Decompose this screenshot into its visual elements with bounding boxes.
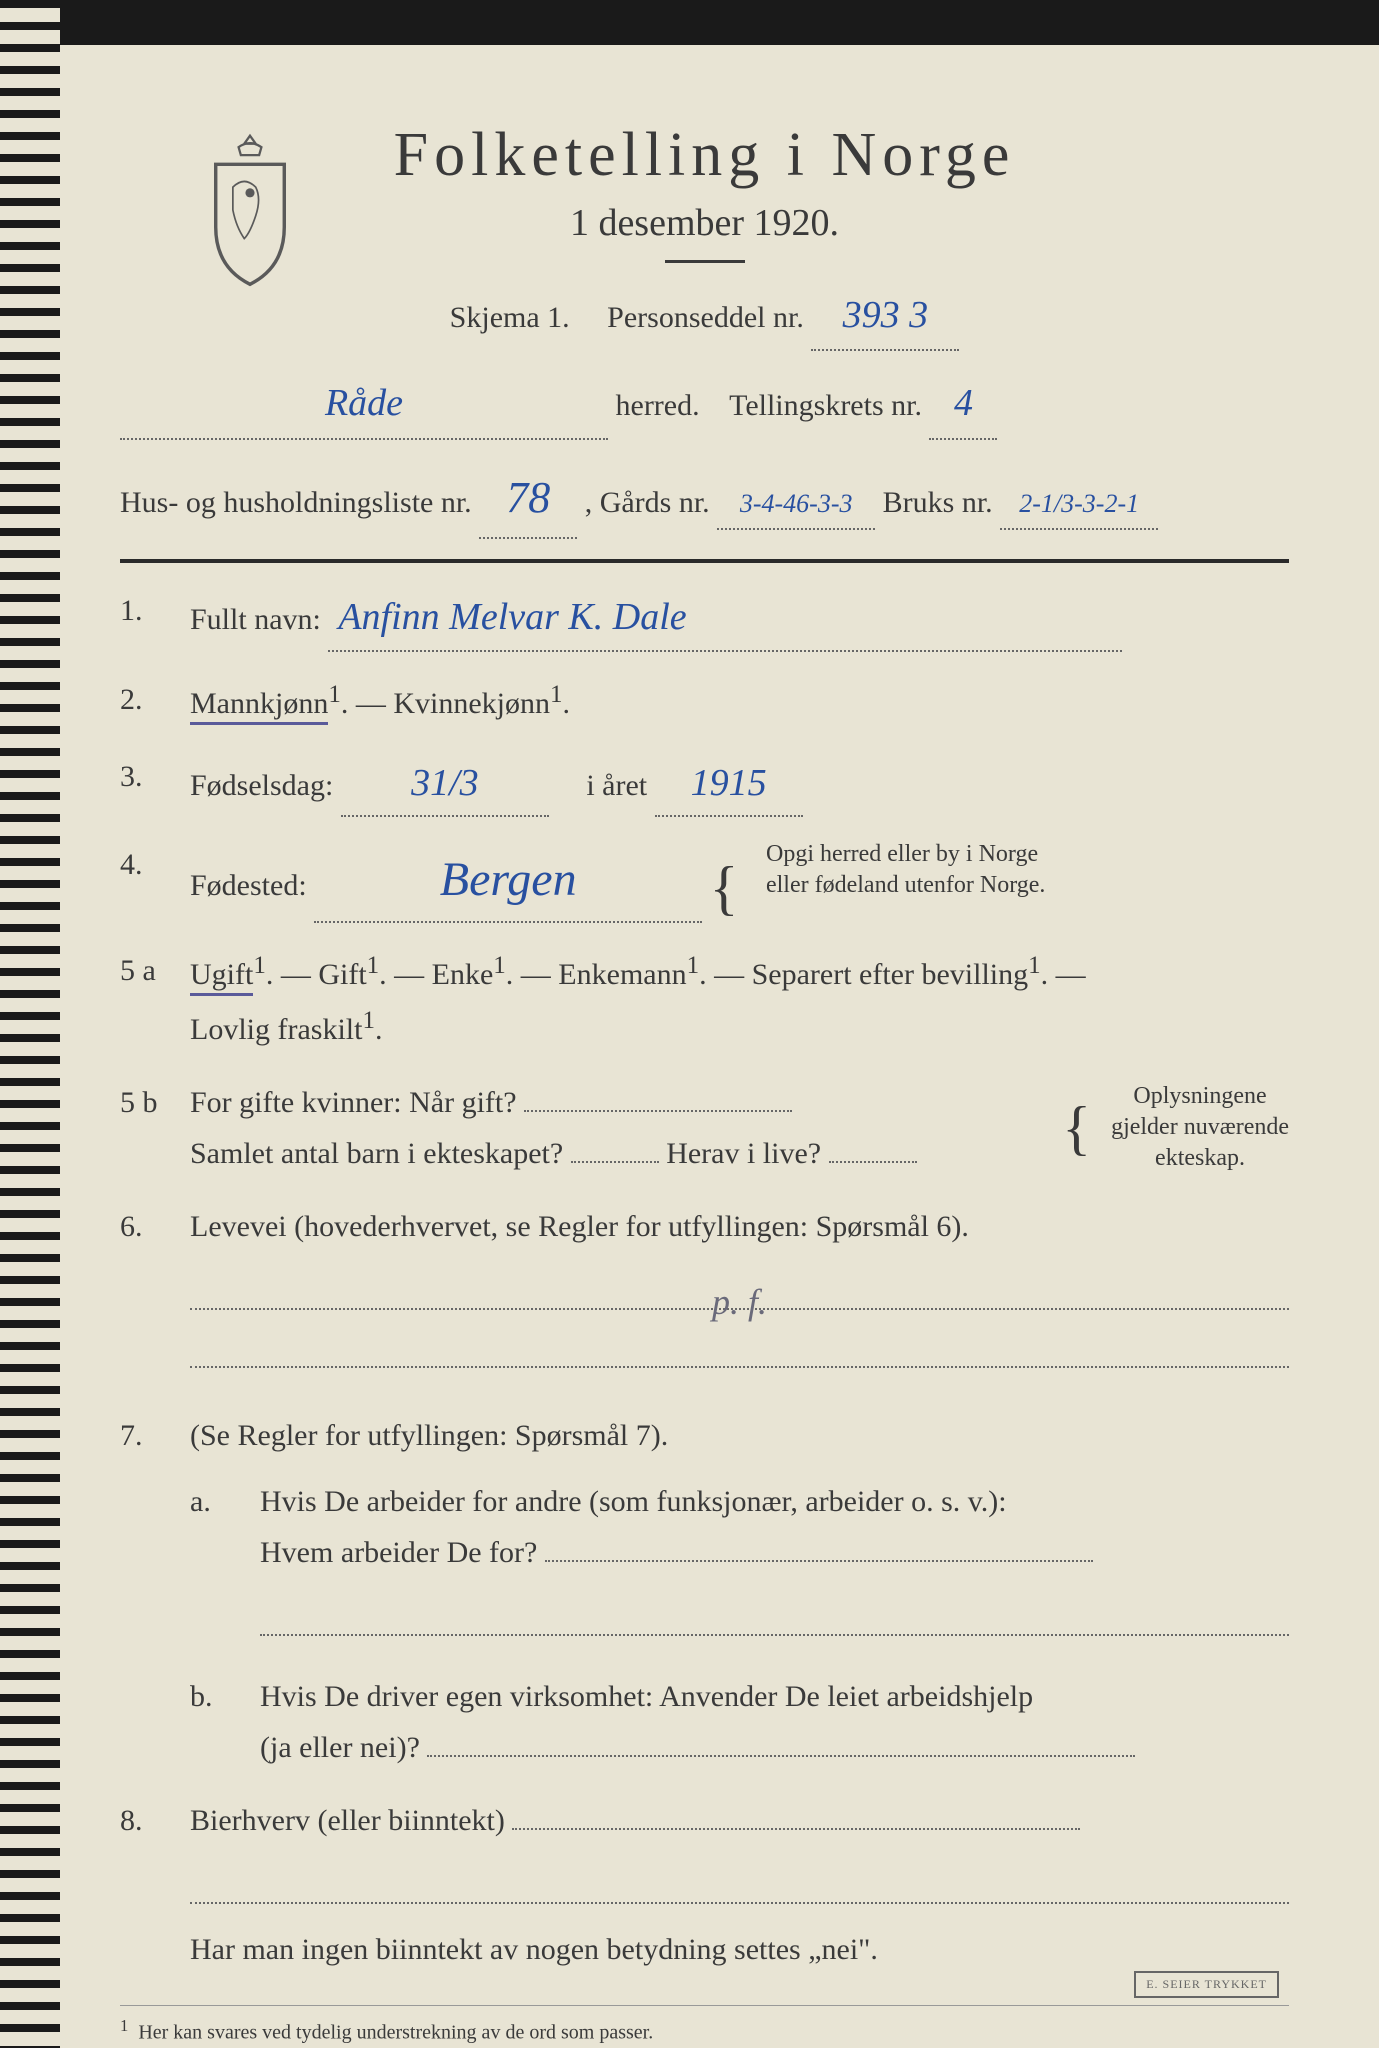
q1-label: Fullt navn: bbox=[190, 603, 321, 636]
divider bbox=[665, 260, 745, 263]
coat-of-arms-icon bbox=[190, 130, 310, 290]
q4-note1: Opgi herred eller by i Norge bbox=[766, 841, 1038, 867]
q3-year: 1915 bbox=[655, 751, 803, 818]
q4-num: 4. bbox=[120, 839, 190, 923]
q5a: 5 a Ugift1. — Gift1. — Enke1. — Enkemann… bbox=[120, 945, 1289, 1055]
q5b-note3: ekteskap. bbox=[1155, 1145, 1245, 1171]
q3-year-label: i året bbox=[586, 769, 647, 802]
q4: 4. Fødested: Bergen { Opgi herred eller … bbox=[120, 839, 1289, 923]
q7b-num: b. bbox=[190, 1671, 260, 1773]
q5b-live-value bbox=[829, 1161, 917, 1163]
q3: 3. Fødselsdag: 31/3 i året 1915 bbox=[120, 751, 1289, 818]
q1-value: Anfinn Melvar K. Dale bbox=[328, 585, 1122, 652]
section-divider bbox=[120, 559, 1289, 563]
q5b-note1: Oplysningene bbox=[1133, 1083, 1266, 1109]
q7b-line1: Hvis De driver egen virksomhet: Anvender… bbox=[260, 1680, 1033, 1713]
q3-label: Fødselsdag: bbox=[190, 769, 333, 802]
q5b-line2a: Samlet antal barn i ekteskapet? bbox=[190, 1137, 563, 1170]
q5b: 5 b For gifte kvinner: Når gift? Samlet … bbox=[120, 1077, 1289, 1179]
footnote-text: Her kan svares ved tydelig understreknin… bbox=[138, 2021, 653, 2043]
q5a-separert: Separert efter bevilling bbox=[752, 958, 1029, 991]
skjema-label: Skjema 1. bbox=[450, 301, 570, 334]
q7a-line2: Hvem arbeider De for? bbox=[260, 1536, 537, 1569]
q7a-line1: Hvis De arbeider for andre (som funksjon… bbox=[260, 1485, 1007, 1518]
q7: 7. (Se Regler for utfyllingen: Spørsmål … bbox=[120, 1410, 1289, 1773]
q2-sup1: 1 bbox=[328, 681, 341, 708]
q4-label: Fødested: bbox=[190, 869, 307, 902]
q2-mann: Mannkjønn bbox=[190, 687, 328, 725]
q5a-num: 5 a bbox=[120, 945, 190, 1055]
herred-label: herred. bbox=[616, 389, 700, 422]
gards-label: , Gårds nr. bbox=[585, 486, 710, 519]
q4-note: Opgi herred eller by i Norge eller fødel… bbox=[756, 839, 1045, 901]
q5b-gift-value bbox=[524, 1110, 792, 1112]
q2-sup2: 1 bbox=[550, 681, 563, 708]
census-form-page: Folketelling i Norge 1 desember 1920. Sk… bbox=[0, 0, 1379, 2048]
q6: 6. Levevei (hovederhvervet, se Regler fo… bbox=[120, 1201, 1289, 1388]
bruks-value: 2-1/3-3-2-1 bbox=[1000, 481, 1158, 530]
q2: 2. Mannkjønn1. — Kvinnekjønn1. bbox=[120, 674, 1289, 729]
q5b-num: 5 b bbox=[120, 1077, 190, 1179]
perforation-edge bbox=[0, 0, 60, 2048]
q4-value: Bergen bbox=[314, 839, 702, 923]
q5b-note: Oplysningene gjelder nuværende ekteskap. bbox=[1101, 1081, 1289, 1175]
tellingskrets-label: Tellingskrets nr. bbox=[729, 389, 922, 422]
q5a-enke: Enke bbox=[432, 958, 494, 991]
q8-label: Bierhverv (eller biinntekt) bbox=[190, 1804, 505, 1837]
q7-num: 7. bbox=[120, 1410, 190, 1773]
edge-top bbox=[0, 0, 1379, 45]
q7b-value bbox=[427, 1755, 1135, 1757]
q5b-note2: gjelder nuværende bbox=[1111, 1114, 1289, 1140]
q4-note2: eller fødeland utenfor Norge. bbox=[766, 872, 1045, 898]
form-header: Folketelling i Norge 1 desember 1920. bbox=[120, 120, 1289, 263]
q5a-fraskilt: Lovlig fraskilt bbox=[190, 1013, 362, 1046]
footnote-sup: 1 bbox=[120, 2016, 128, 2035]
q5b-line2b: Herav i live? bbox=[666, 1137, 821, 1170]
q7a-value bbox=[545, 1560, 1093, 1562]
q7a-num: a. bbox=[190, 1476, 260, 1656]
q3-day: 31/3 bbox=[341, 751, 549, 818]
personseddel-label: Personseddel nr. bbox=[607, 301, 804, 334]
q7a-blank bbox=[260, 1598, 1289, 1636]
bruks-label: Bruks nr. bbox=[883, 486, 993, 519]
q8-note: Har man ingen biinntekt av nogen betydni… bbox=[190, 1924, 1289, 1975]
q7b-line2: (ja eller nei)? bbox=[260, 1731, 420, 1764]
herred-line: Råde herred. Tellingskrets nr. 4 bbox=[120, 369, 1289, 439]
personseddel-value: 393 3 bbox=[811, 281, 959, 351]
q5b-line1: For gifte kvinner: Når gift? bbox=[190, 1086, 517, 1119]
herred-value: Råde bbox=[120, 369, 608, 439]
q5a-gift: Gift bbox=[318, 958, 366, 991]
q5a-enkemann: Enkemann bbox=[558, 958, 686, 991]
husholdning-value: 78 bbox=[479, 458, 577, 539]
husholdning-line: Hus- og husholdningsliste nr. 78 , Gårds… bbox=[120, 458, 1289, 539]
q6-value: p. f. bbox=[712, 1282, 767, 1322]
husholdning-label: Hus- og husholdningsliste nr. bbox=[120, 486, 472, 519]
q5a-ugift: Ugift bbox=[190, 958, 253, 996]
gards-value: 3-4-46-3-3 bbox=[717, 481, 875, 530]
q8: 8. Bierhverv (eller biinntekt) Har man i… bbox=[120, 1795, 1289, 1975]
footnote: 1 Her kan svares ved tydelig understrekn… bbox=[120, 2005, 1289, 2045]
q7-label: (Se Regler for utfyllingen: Spørsmål 7). bbox=[190, 1419, 668, 1452]
q5b-barn-value bbox=[571, 1161, 659, 1163]
q6-label: Levevei (hovederhvervet, se Regler for u… bbox=[190, 1210, 969, 1243]
q6-num: 6. bbox=[120, 1201, 190, 1388]
q3-num: 3. bbox=[120, 751, 190, 818]
q1: 1. Fullt navn: Anfinn Melvar K. Dale bbox=[120, 585, 1289, 652]
q8-blank bbox=[190, 1866, 1289, 1904]
q8-value bbox=[512, 1828, 1080, 1830]
printer-stamp: E. SEIER TRYKKET bbox=[1134, 1971, 1279, 1998]
tellingskrets-value: 4 bbox=[929, 369, 997, 439]
q2-kvinne: Kvinnekjønn bbox=[393, 687, 550, 720]
q2-num: 2. bbox=[120, 674, 190, 729]
skjema-line: Skjema 1. Personseddel nr. 393 3 bbox=[120, 281, 1289, 351]
q6-blank bbox=[190, 1330, 1289, 1368]
q1-num: 1. bbox=[120, 585, 190, 652]
q8-num: 8. bbox=[120, 1795, 190, 1975]
